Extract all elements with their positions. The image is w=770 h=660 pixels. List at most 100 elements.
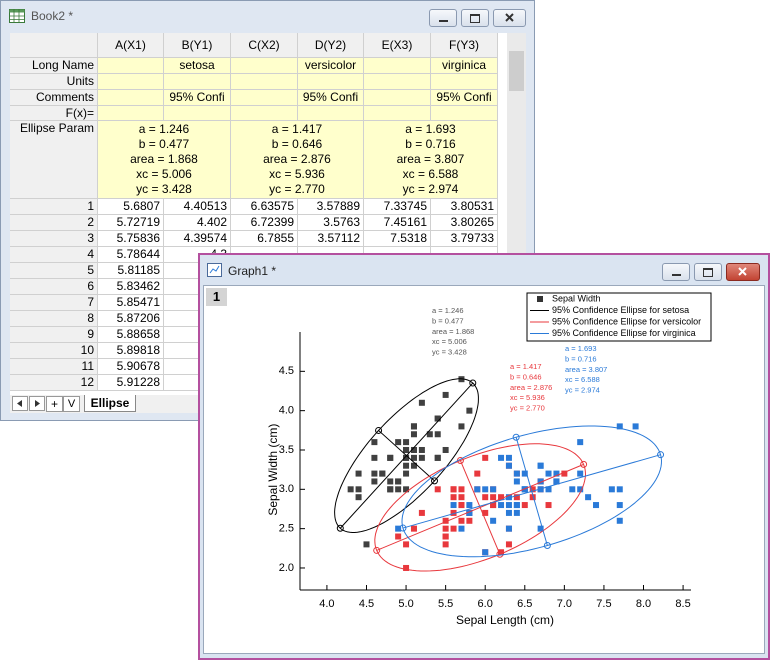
sheet-tab[interactable]: Ellipse	[84, 395, 136, 412]
row-number: 3	[10, 231, 98, 247]
meta-cell	[164, 106, 231, 121]
row-number: 1	[10, 199, 98, 215]
ellipse-param-cell: a = 1.693 b = 0.716 area = 3.807 xc = 6.588…	[364, 121, 498, 199]
book-icon	[9, 9, 25, 23]
minimize-button[interactable]	[662, 263, 690, 281]
ellipse-param-line: a = 1.246	[138, 122, 190, 136]
sheet-list-button[interactable]: V	[63, 396, 80, 412]
corner-cell	[10, 33, 98, 58]
meta-cell	[98, 58, 164, 74]
data-cell: 7.45161	[364, 215, 431, 231]
maximize-button[interactable]	[694, 263, 722, 281]
ellipse-param-line: area = 1.868	[130, 152, 198, 166]
row-header: Ellipse Param	[10, 121, 98, 199]
ellipse-param-line: b = 0.646	[271, 137, 323, 151]
meta-cell	[364, 58, 431, 74]
meta-cell	[431, 106, 498, 121]
row-header: Comments	[10, 90, 98, 106]
meta-cell	[364, 106, 431, 121]
meta-cell: virginica	[431, 58, 498, 74]
graph-icon	[207, 263, 222, 277]
row-number: 5	[10, 263, 98, 279]
data-cell: 5.6807	[98, 199, 164, 215]
meta-cell	[231, 74, 298, 90]
add-sheet-button[interactable]: +	[46, 396, 63, 412]
row-number: 2	[10, 215, 98, 231]
meta-cell: setosa	[164, 58, 231, 74]
ellipse-param-line: xc = 6.588	[402, 167, 459, 181]
data-cell: 5.85471	[98, 295, 164, 311]
data-cell: 3.57112	[298, 231, 364, 247]
window-title: Book2 *	[31, 9, 74, 23]
data-cell: 5.75836	[98, 231, 164, 247]
meta-cell	[98, 90, 164, 106]
ellipse-param-line: area = 3.807	[396, 152, 465, 166]
maximize-button[interactable]	[461, 9, 489, 27]
row-number: 4	[10, 247, 98, 263]
row-number: 9	[10, 327, 98, 343]
row-header: F(x)=	[10, 106, 98, 121]
meta-cell	[364, 90, 431, 106]
row-number: 8	[10, 311, 98, 327]
data-cell: 3.5763	[298, 215, 364, 231]
meta-cell	[364, 74, 431, 90]
ellipse-param-line: b = 0.716	[405, 137, 456, 151]
ellipse-param-cell: a = 1.417 b = 0.646 area = 2.876 xc = 5.936…	[231, 121, 364, 199]
ellipse-param-line: area = 2.876	[263, 152, 331, 166]
row-number: 10	[10, 343, 98, 359]
data-cell: 4.402	[164, 215, 231, 231]
ellipse-param-line: xc = 5.006	[136, 167, 192, 181]
data-cell: 4.39574	[164, 231, 231, 247]
meta-cell	[231, 58, 298, 74]
data-cell: 5.78644	[98, 247, 164, 263]
meta-cell	[231, 90, 298, 106]
close-button[interactable]	[726, 263, 760, 281]
meta-cell	[98, 74, 164, 90]
column-header: F(Y3)	[431, 33, 498, 58]
meta-cell	[164, 74, 231, 90]
meta-cell: 95% Confi	[298, 90, 364, 106]
data-cell: 6.63575	[231, 199, 298, 215]
close-button[interactable]	[493, 9, 526, 27]
row-number: 6	[10, 279, 98, 295]
ellipse-param-line: yc = 2.974	[402, 182, 459, 196]
column-header: C(X2)	[231, 33, 298, 58]
data-cell: 5.89818	[98, 343, 164, 359]
minimize-button[interactable]	[429, 9, 457, 27]
data-cell: 7.33745	[364, 199, 431, 215]
data-cell: 5.91228	[98, 375, 164, 391]
column-header: E(X3)	[364, 33, 431, 58]
data-cell: 5.90678	[98, 359, 164, 375]
column-header: D(Y2)	[298, 33, 364, 58]
column-header: A(X1)	[98, 33, 164, 58]
ellipse-param-line: xc = 5.936	[269, 167, 325, 181]
row-number: 12	[10, 375, 98, 391]
ellipse-param-cell: a = 1.246 b = 0.477 area = 1.868 xc = 5.006…	[98, 121, 231, 199]
graph-page	[203, 285, 765, 654]
row-number: 11	[10, 359, 98, 375]
meta-cell: versicolor	[298, 58, 364, 74]
graph-window: Graph1 * 1	[198, 253, 770, 660]
data-cell: 6.7855	[231, 231, 298, 247]
tab-nav-arrows[interactable]	[12, 396, 46, 412]
meta-cell	[231, 106, 298, 121]
meta-cell: 95% Confi	[431, 90, 498, 106]
data-cell: 6.72399	[231, 215, 298, 231]
meta-cell	[298, 106, 364, 121]
ellipse-param-line: yc = 2.770	[269, 182, 325, 196]
ellipse-param-line: b = 0.477	[138, 137, 190, 151]
data-cell: 3.79733	[431, 231, 498, 247]
row-header: Long Name	[10, 58, 98, 74]
data-cell: 7.5318	[364, 231, 431, 247]
row-number: 7	[10, 295, 98, 311]
data-cell: 5.81185	[98, 263, 164, 279]
row-header: Units	[10, 74, 98, 90]
data-cell: 5.72719	[98, 215, 164, 231]
meta-cell	[431, 74, 498, 90]
column-header: B(Y1)	[164, 33, 231, 58]
data-cell: 3.80531	[431, 199, 498, 215]
meta-cell: 95% Confi	[164, 90, 231, 106]
layer-button[interactable]: 1	[206, 288, 227, 306]
ellipse-param-line: a = 1.417	[271, 122, 323, 136]
